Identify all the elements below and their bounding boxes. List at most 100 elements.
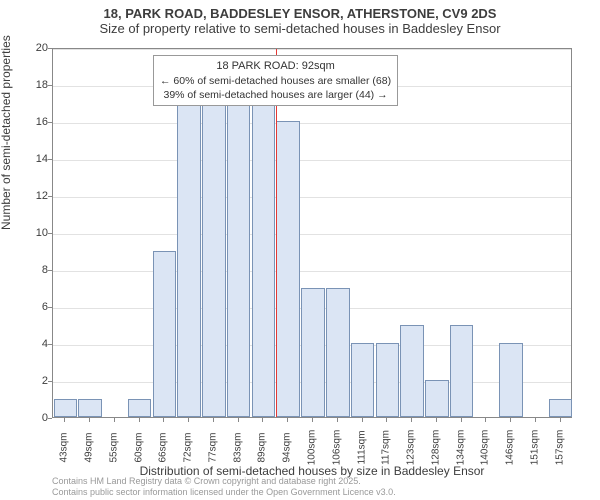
- xtick-label: 111sqm: [356, 430, 367, 464]
- histogram-bar: [202, 103, 226, 418]
- xtick-label: 43sqm: [59, 432, 70, 462]
- ytick-label: 18: [8, 79, 48, 91]
- xtick-mark: [262, 418, 263, 422]
- histogram-bar: [78, 399, 102, 418]
- ytick-label: 20: [8, 42, 48, 54]
- ytick-mark: [48, 307, 52, 308]
- annotation-line1: ← 60% of semi-detached houses are smalle…: [160, 74, 391, 88]
- xtick-label: 49sqm: [84, 432, 95, 462]
- xtick-label: 106sqm: [331, 430, 342, 466]
- annotation-box: 18 PARK ROAD: 92sqm ← 60% of semi-detach…: [153, 55, 398, 106]
- xtick-label: 146sqm: [505, 430, 516, 466]
- histogram-bar: [276, 121, 300, 417]
- ytick-mark: [48, 270, 52, 271]
- chart-footer: Contains HM Land Registry data © Crown c…: [52, 476, 396, 499]
- xtick-label: 66sqm: [158, 432, 169, 462]
- ytick-mark: [48, 381, 52, 382]
- xtick-label: 77sqm: [207, 432, 218, 462]
- histogram-bar: [376, 343, 400, 417]
- ytick-label: 2: [8, 375, 48, 387]
- chart-container: 18, PARK ROAD, BADDESLEY ENSOR, ATHERSTO…: [0, 0, 600, 500]
- xtick-label: 72sqm: [183, 432, 194, 462]
- ytick-mark: [48, 196, 52, 197]
- histogram-bar: [450, 325, 474, 418]
- ytick-mark: [48, 85, 52, 86]
- xtick-mark: [114, 418, 115, 422]
- ytick-label: 6: [8, 301, 48, 313]
- ytick-mark: [48, 48, 52, 49]
- gridline: [53, 234, 571, 235]
- xtick-label: 100sqm: [307, 430, 318, 466]
- chart-title-line1: 18, PARK ROAD, BADDESLEY ENSOR, ATHERSTO…: [10, 6, 590, 21]
- footer-line1: Contains HM Land Registry data © Crown c…: [52, 476, 396, 487]
- histogram-bar: [128, 399, 152, 418]
- xtick-mark: [436, 418, 437, 422]
- histogram-bar: [177, 103, 201, 418]
- xtick-label: 89sqm: [257, 432, 268, 462]
- xtick-label: 151sqm: [529, 430, 540, 466]
- ytick-mark: [48, 159, 52, 160]
- histogram-bar: [326, 288, 350, 418]
- xtick-mark: [139, 418, 140, 422]
- xtick-mark: [337, 418, 338, 422]
- chart-title-line2: Size of property relative to semi-detach…: [10, 21, 590, 36]
- ytick-label: 12: [8, 190, 48, 202]
- xtick-mark: [485, 418, 486, 422]
- ytick-label: 0: [8, 412, 48, 424]
- xtick-mark: [163, 418, 164, 422]
- plot-area: 18 PARK ROAD: 92sqm ← 60% of semi-detach…: [52, 48, 572, 418]
- xtick-mark: [287, 418, 288, 422]
- footer-line2: Contains public sector information licen…: [52, 487, 396, 498]
- xtick-mark: [188, 418, 189, 422]
- ytick-label: 16: [8, 116, 48, 128]
- histogram-bar: [400, 325, 424, 418]
- xtick-mark: [535, 418, 536, 422]
- xtick-mark: [461, 418, 462, 422]
- xtick-mark: [213, 418, 214, 422]
- xtick-label: 60sqm: [133, 432, 144, 462]
- annotation-title: 18 PARK ROAD: 92sqm: [160, 59, 391, 74]
- annotation-line2: 39% of semi-detached houses are larger (…: [160, 88, 391, 102]
- ytick-label: 10: [8, 227, 48, 239]
- histogram-bar: [54, 399, 78, 418]
- ytick-mark: [48, 344, 52, 345]
- ytick-mark: [48, 122, 52, 123]
- histogram-bar: [252, 84, 276, 417]
- histogram-bar: [549, 399, 573, 418]
- xtick-mark: [362, 418, 363, 422]
- xtick-mark: [560, 418, 561, 422]
- xtick-label: 55sqm: [108, 432, 119, 462]
- xtick-label: 94sqm: [282, 432, 293, 462]
- xtick-mark: [411, 418, 412, 422]
- ytick-label: 4: [8, 338, 48, 350]
- histogram-bar: [301, 288, 325, 418]
- gridline: [53, 123, 571, 124]
- histogram-bar: [351, 343, 375, 417]
- xtick-mark: [312, 418, 313, 422]
- ytick-mark: [48, 233, 52, 234]
- xtick-mark: [238, 418, 239, 422]
- ytick-label: 14: [8, 153, 48, 165]
- xtick-label: 117sqm: [381, 430, 392, 465]
- xtick-label: 134sqm: [455, 430, 466, 466]
- gridline: [53, 197, 571, 198]
- ytick-mark: [48, 418, 52, 419]
- histogram-bar: [153, 251, 177, 418]
- xtick-label: 157sqm: [554, 430, 565, 466]
- xtick-mark: [510, 418, 511, 422]
- ytick-label: 8: [8, 264, 48, 276]
- xtick-mark: [64, 418, 65, 422]
- xtick-mark: [89, 418, 90, 422]
- histogram-bar: [425, 380, 449, 417]
- histogram-bar: [227, 103, 251, 418]
- chart-title-block: 18, PARK ROAD, BADDESLEY ENSOR, ATHERSTO…: [0, 0, 600, 38]
- gridline: [53, 49, 571, 50]
- xtick-label: 83sqm: [232, 432, 243, 462]
- gridline: [53, 160, 571, 161]
- xtick-label: 123sqm: [406, 430, 417, 466]
- xtick-label: 140sqm: [480, 430, 491, 466]
- histogram-bar: [499, 343, 523, 417]
- gridline: [53, 271, 571, 272]
- xtick-mark: [386, 418, 387, 422]
- xtick-label: 128sqm: [430, 430, 441, 466]
